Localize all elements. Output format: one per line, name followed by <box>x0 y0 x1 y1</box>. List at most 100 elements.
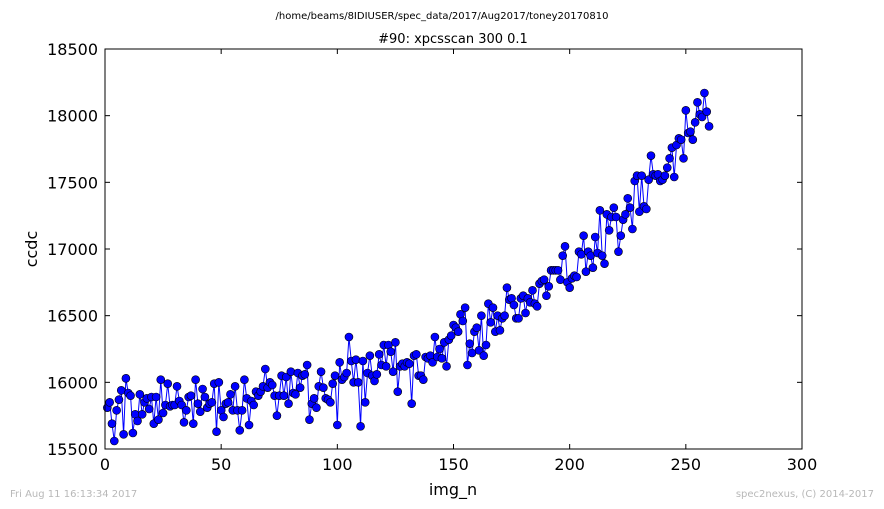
data-point <box>642 204 651 214</box>
data-point <box>119 430 128 439</box>
data-point <box>463 360 472 370</box>
data-point <box>212 427 221 436</box>
data-point <box>614 247 623 256</box>
data-point <box>272 411 282 420</box>
data-point <box>188 419 198 428</box>
data-point <box>179 418 189 427</box>
data-point <box>191 375 200 384</box>
data-point <box>609 203 619 212</box>
data-point <box>107 419 117 428</box>
data-point <box>360 398 370 407</box>
data-point <box>330 371 340 380</box>
data-point <box>351 355 361 364</box>
data-point <box>226 390 235 399</box>
data-point <box>326 398 335 407</box>
data-point <box>126 391 135 400</box>
data-point <box>137 410 147 419</box>
x-tick-label: 50 <box>211 455 231 474</box>
data-point <box>240 375 249 384</box>
data-point <box>472 323 482 332</box>
data-point <box>514 314 523 323</box>
data-point <box>335 358 344 367</box>
data-point <box>186 391 196 400</box>
data-point <box>542 291 551 300</box>
data-point <box>286 367 296 376</box>
data-point <box>558 251 568 260</box>
y-axis-label: ccdc <box>22 231 41 268</box>
data-point <box>481 340 491 350</box>
y-tick-label: 18000 <box>47 107 98 126</box>
x-tick-label: 300 <box>787 455 818 474</box>
data-point <box>230 382 240 391</box>
data-point <box>193 399 203 408</box>
plot-frame <box>104 48 803 450</box>
data-point <box>418 375 428 384</box>
data-point <box>581 267 591 276</box>
data-point <box>660 171 670 180</box>
data-point <box>267 380 277 390</box>
data-point <box>486 318 495 327</box>
x-tick-label: 200 <box>554 455 585 474</box>
data-point <box>681 106 691 115</box>
data-point <box>300 370 310 379</box>
data-point <box>312 403 321 412</box>
data-point <box>133 416 142 426</box>
data-point <box>539 275 549 284</box>
data-point <box>532 302 542 311</box>
data-point <box>309 394 319 403</box>
data-point <box>600 259 609 268</box>
data-point <box>553 266 563 275</box>
data-point <box>521 308 530 318</box>
data-point <box>628 224 637 234</box>
data-point <box>662 163 672 172</box>
data-point <box>291 390 300 399</box>
data-point <box>595 206 605 215</box>
data-point <box>637 171 646 180</box>
axes-layer: 0 50 100 150 200 250 300 15500 16000 16500 17000 17… <box>47 40 817 474</box>
data-point <box>151 392 161 402</box>
data-point <box>621 210 630 219</box>
data-point <box>112 406 121 415</box>
data-point <box>105 398 114 407</box>
data-point <box>302 360 312 370</box>
data-point <box>679 154 688 163</box>
data-point <box>446 331 456 340</box>
data-point <box>154 415 163 424</box>
data-point <box>597 251 607 260</box>
chart-title: #90: xpcsscan 300 0.1 <box>378 32 528 47</box>
data-point <box>279 391 289 400</box>
data-point <box>690 118 700 127</box>
data-point <box>374 350 384 359</box>
data-point <box>437 354 447 363</box>
data-point <box>590 232 600 242</box>
x-tick-label: 250 <box>671 455 702 474</box>
data-point <box>391 338 400 347</box>
data-point <box>344 332 354 342</box>
data-point <box>453 327 463 336</box>
data-point <box>261 364 270 374</box>
data-point <box>646 151 656 160</box>
data-point <box>623 194 633 203</box>
data-point <box>477 311 486 320</box>
y-tick-label: 17000 <box>47 240 98 259</box>
data-point <box>128 428 138 438</box>
footer-timestamp: Fri Aug 11 16:13:34 2017 <box>10 489 138 500</box>
data-point <box>616 231 626 240</box>
y-tick-label: 15500 <box>47 440 98 459</box>
data-point <box>195 407 205 416</box>
data-point <box>412 350 421 359</box>
data-point <box>509 300 519 310</box>
data-point <box>702 107 712 116</box>
data-point <box>381 362 391 371</box>
data-point <box>295 383 305 392</box>
data-point <box>109 436 119 446</box>
data-point <box>669 172 679 182</box>
data-point <box>365 351 375 360</box>
data-point <box>502 283 512 292</box>
data-point <box>305 415 314 424</box>
data-point <box>704 122 714 131</box>
x-tick-label: 0 <box>100 455 110 474</box>
data-point <box>319 383 328 392</box>
series-layer <box>103 88 714 446</box>
